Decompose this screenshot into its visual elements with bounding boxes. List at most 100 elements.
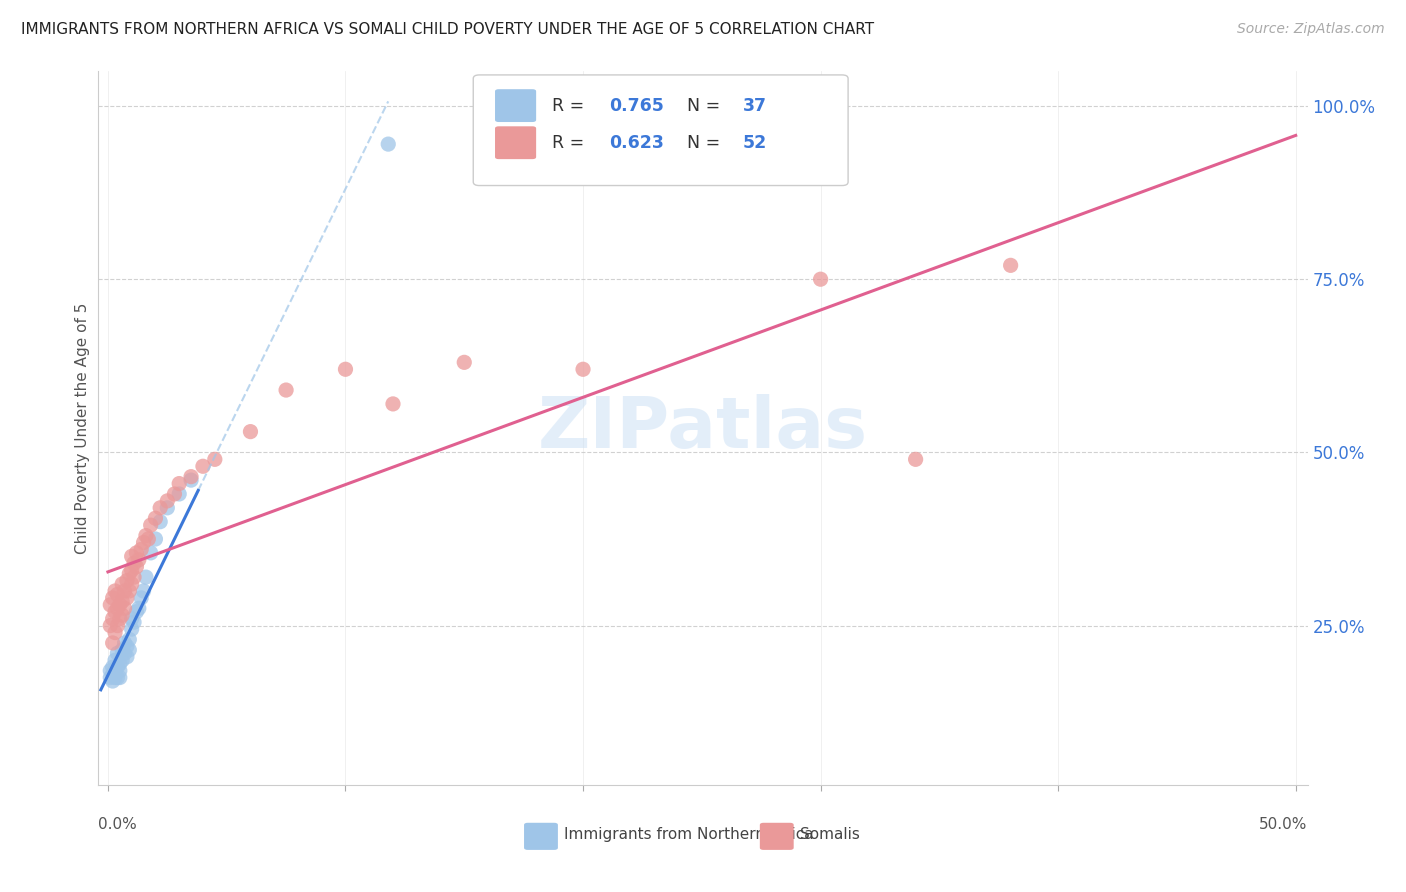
Point [107, 601, 129, 615]
Point [108, 657, 131, 671]
Text: 0.765: 0.765 [609, 96, 664, 114]
Point [98, 598, 121, 612]
Point [128, 601, 150, 615]
Text: 0.623: 0.623 [609, 134, 664, 152]
Point [98, 618, 121, 632]
Text: 50.0%: 50.0% [1260, 817, 1308, 832]
Point [107, 618, 129, 632]
FancyBboxPatch shape [495, 127, 536, 159]
Point [118, 643, 141, 657]
Point [180, 473, 202, 487]
Point [114, 636, 136, 650]
Point [101, 591, 124, 605]
Point [104, 584, 127, 599]
Text: IMMIGRANTS FROM NORTHERN AFRICA VS SOMALI CHILD POVERTY UNDER THE AGE OF 5 CORRE: IMMIGRANTS FROM NORTHERN AFRICA VS SOMAL… [21, 22, 875, 37]
Point [118, 584, 141, 599]
Point [145, 511, 167, 525]
Point [121, 612, 143, 626]
Point [98, 664, 121, 678]
Point [111, 608, 134, 623]
Text: 52: 52 [742, 134, 768, 152]
Point [128, 553, 150, 567]
Text: Immigrants from Northern Africa: Immigrants from Northern Africa [564, 828, 814, 842]
Point [115, 591, 138, 605]
Text: N =: N = [688, 96, 725, 114]
Point [111, 594, 134, 608]
Text: 0.0%: 0.0% [98, 817, 138, 832]
Point [121, 622, 143, 636]
Point [115, 649, 138, 664]
Point [163, 487, 186, 501]
Point [104, 664, 127, 678]
Point [107, 646, 129, 660]
Point [101, 636, 124, 650]
Point [122, 556, 145, 570]
Point [122, 615, 145, 629]
Point [111, 577, 134, 591]
Point [98, 671, 121, 685]
Point [453, 355, 475, 369]
Point [107, 587, 129, 601]
Point [118, 566, 141, 581]
Point [114, 646, 136, 660]
Point [118, 632, 141, 647]
Point [125, 605, 148, 619]
Point [239, 425, 262, 439]
Text: Somalis: Somalis [800, 828, 859, 842]
Point [104, 653, 127, 667]
Point [180, 469, 202, 483]
Point [121, 577, 143, 591]
Point [156, 500, 179, 515]
Point [135, 528, 157, 542]
Point [135, 570, 157, 584]
Text: Source: ZipAtlas.com: Source: ZipAtlas.com [1237, 22, 1385, 37]
Point [167, 476, 190, 491]
Point [104, 625, 127, 640]
Point [145, 532, 167, 546]
Point [107, 660, 129, 674]
Point [114, 584, 136, 599]
Point [101, 673, 124, 688]
FancyBboxPatch shape [524, 822, 558, 850]
Point [129, 591, 152, 605]
Point [108, 612, 131, 626]
Point [104, 605, 127, 619]
Point [132, 535, 155, 549]
Point [121, 563, 143, 577]
Point [139, 518, 162, 533]
Point [810, 272, 832, 286]
Point [101, 660, 124, 674]
Point [139, 546, 162, 560]
Point [108, 664, 131, 678]
Y-axis label: Child Poverty Under the Age of 5: Child Poverty Under the Age of 5 [75, 302, 90, 554]
FancyBboxPatch shape [474, 75, 848, 186]
Point [149, 500, 172, 515]
Point [101, 612, 124, 626]
Point [274, 383, 297, 397]
Point [111, 643, 134, 657]
Point [125, 559, 148, 574]
Point [101, 667, 124, 681]
Point [111, 653, 134, 667]
Text: R =: R = [551, 96, 589, 114]
Point [115, 640, 138, 654]
Point [121, 549, 143, 564]
Point [104, 671, 127, 685]
FancyBboxPatch shape [759, 822, 794, 850]
Point [572, 362, 595, 376]
Point [149, 515, 172, 529]
Point [114, 601, 136, 615]
Point [108, 671, 131, 685]
Point [167, 487, 190, 501]
Point [107, 671, 129, 685]
Text: ZIPatlas: ZIPatlas [538, 393, 868, 463]
Point [132, 584, 155, 599]
Point [1000, 258, 1022, 272]
Point [335, 362, 357, 376]
Point [156, 494, 179, 508]
Point [204, 452, 226, 467]
Point [191, 459, 214, 474]
Point [122, 570, 145, 584]
Point [904, 452, 927, 467]
Point [115, 574, 138, 588]
